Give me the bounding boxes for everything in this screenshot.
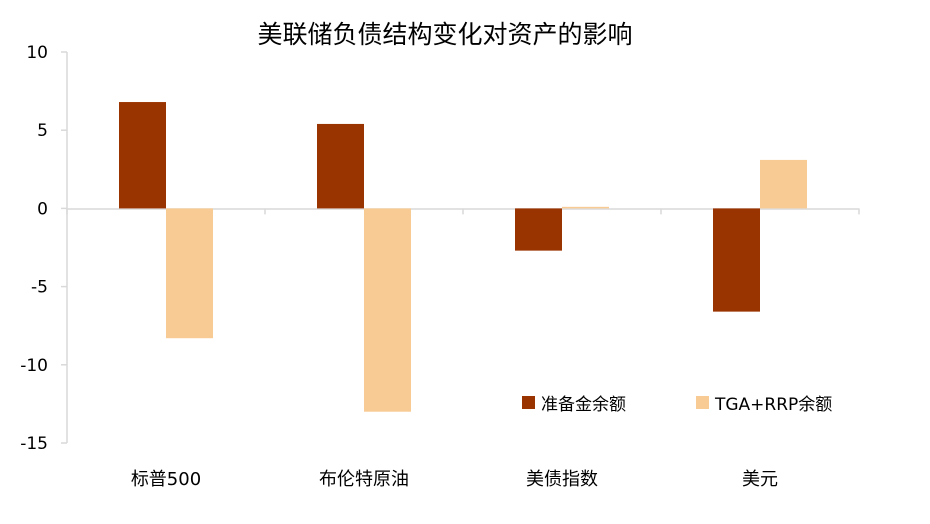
bar-reserve — [713, 208, 760, 312]
y-tick-label: -15 — [20, 434, 48, 454]
legend-label-reserve: 准备金余额 — [541, 395, 626, 415]
bar-reserve — [119, 102, 166, 209]
legend-swatch-reserve — [522, 396, 535, 409]
bar-tga-rrp — [562, 206, 609, 209]
bar-reserve — [515, 208, 562, 251]
y-tick-label: 10 — [26, 43, 48, 63]
bar-tga-rrp — [166, 208, 213, 339]
category-label: 标普500 — [131, 469, 201, 490]
category-label: 美元 — [742, 469, 778, 490]
bars — [119, 102, 807, 412]
y-tick-label: -5 — [31, 278, 48, 298]
category-label: 布伦特原油 — [319, 469, 409, 490]
y-tick-label: 5 — [37, 121, 48, 141]
legend-label-tga-rrp: TGA+RRP余额 — [714, 395, 832, 415]
legend: 准备金余额 TGA+RRP余额 — [522, 395, 832, 415]
bar-tga-rrp — [760, 159, 807, 209]
x-ticks — [66, 208, 860, 215]
category-labels: 标普500 布伦特原油 美债指数 美元 — [131, 469, 778, 490]
bar-tga-rrp — [364, 208, 411, 412]
y-ticks: 10 5 0 -5 -10 -15 — [20, 43, 67, 454]
category-label: 美债指数 — [526, 469, 598, 490]
chart-title: 美联储负债结构变化对资产的影响 — [257, 20, 632, 49]
y-tick-label: -10 — [20, 356, 48, 376]
y-tick-label: 0 — [37, 199, 48, 219]
legend-swatch-tga-rrp — [696, 396, 709, 409]
bar-reserve — [317, 123, 364, 209]
